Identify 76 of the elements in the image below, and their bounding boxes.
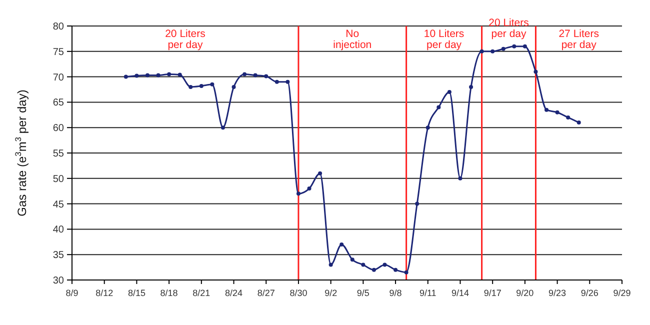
y-tick-label: 60 bbox=[52, 123, 64, 134]
point bbox=[544, 108, 549, 112]
y-tick-label: 55 bbox=[52, 148, 64, 160]
point bbox=[394, 268, 398, 272]
x-tick-label: 9/29 bbox=[613, 288, 631, 298]
y-tick-label: 45 bbox=[52, 199, 64, 210]
y-tick-label: 80 bbox=[52, 22, 64, 32]
x-tick-label: 9/5 bbox=[356, 288, 370, 298]
x-tick-label: 8/9 bbox=[66, 288, 78, 298]
point bbox=[220, 126, 225, 130]
x-tick-label: 8/12 bbox=[96, 288, 114, 298]
point bbox=[188, 84, 193, 89]
point bbox=[512, 44, 516, 48]
point bbox=[382, 262, 387, 267]
y-tick-label: 65 bbox=[52, 98, 64, 109]
x-tick-label: 9/8 bbox=[389, 288, 402, 298]
x-tick-label: 9/11 bbox=[419, 288, 436, 298]
annotation: 20 Liters per day bbox=[165, 28, 206, 51]
point bbox=[458, 176, 462, 180]
y-tick-label: 50 bbox=[52, 174, 64, 185]
point bbox=[404, 270, 408, 274]
point bbox=[167, 72, 172, 76]
point bbox=[264, 74, 268, 78]
x-tick-label: 8/24 bbox=[225, 288, 243, 298]
x-tick-label: 8/21 bbox=[192, 288, 210, 298]
x-tick-label: 9/20 bbox=[516, 288, 534, 298]
x-tick-label: 9/23 bbox=[548, 288, 566, 298]
point bbox=[232, 84, 236, 89]
point bbox=[372, 268, 376, 272]
point bbox=[242, 72, 247, 76]
point bbox=[199, 84, 204, 88]
point bbox=[415, 202, 420, 206]
x-tick-label: 8/30 bbox=[290, 288, 308, 298]
x-tick-label: 8/18 bbox=[160, 288, 178, 298]
point bbox=[426, 126, 430, 130]
y-tick-label: 35 bbox=[52, 250, 64, 262]
point bbox=[480, 49, 484, 54]
x-tick-label: 9/2 bbox=[324, 288, 338, 298]
point bbox=[307, 186, 312, 191]
point bbox=[447, 90, 452, 94]
point bbox=[501, 46, 506, 51]
x-tick-label: 9/14 bbox=[451, 288, 469, 298]
point bbox=[210, 82, 214, 86]
x-tick-label: 8/15 bbox=[128, 288, 146, 298]
annotation: 27 Liters per day bbox=[558, 28, 600, 51]
point bbox=[576, 120, 581, 125]
point bbox=[328, 262, 333, 267]
point bbox=[296, 192, 300, 196]
point bbox=[286, 80, 290, 84]
y-tick-label: 75 bbox=[52, 46, 64, 58]
point bbox=[490, 49, 495, 54]
y-tick-label: 70 bbox=[52, 72, 64, 84]
x-tick-label: 8/27 bbox=[257, 288, 275, 298]
point bbox=[178, 72, 182, 77]
point bbox=[566, 115, 570, 120]
point bbox=[555, 110, 560, 114]
point bbox=[361, 262, 366, 267]
x-tick-label: 9/26 bbox=[580, 288, 598, 298]
point bbox=[340, 242, 344, 246]
y-tick-label: 30 bbox=[52, 276, 64, 286]
point bbox=[318, 171, 322, 176]
point bbox=[522, 44, 527, 48]
point bbox=[145, 73, 150, 78]
point bbox=[134, 74, 139, 78]
point bbox=[436, 105, 441, 110]
point bbox=[534, 70, 538, 74]
point bbox=[274, 80, 279, 84]
point bbox=[156, 73, 160, 78]
annotation: 10 Liters per day bbox=[424, 28, 464, 51]
annotation: No injection bbox=[333, 28, 372, 51]
point bbox=[350, 258, 354, 262]
point bbox=[124, 74, 128, 79]
y-tick-label: 40 bbox=[52, 224, 64, 236]
x-tick-label: 9/17 bbox=[484, 288, 502, 298]
point bbox=[253, 73, 258, 78]
point bbox=[469, 84, 474, 89]
